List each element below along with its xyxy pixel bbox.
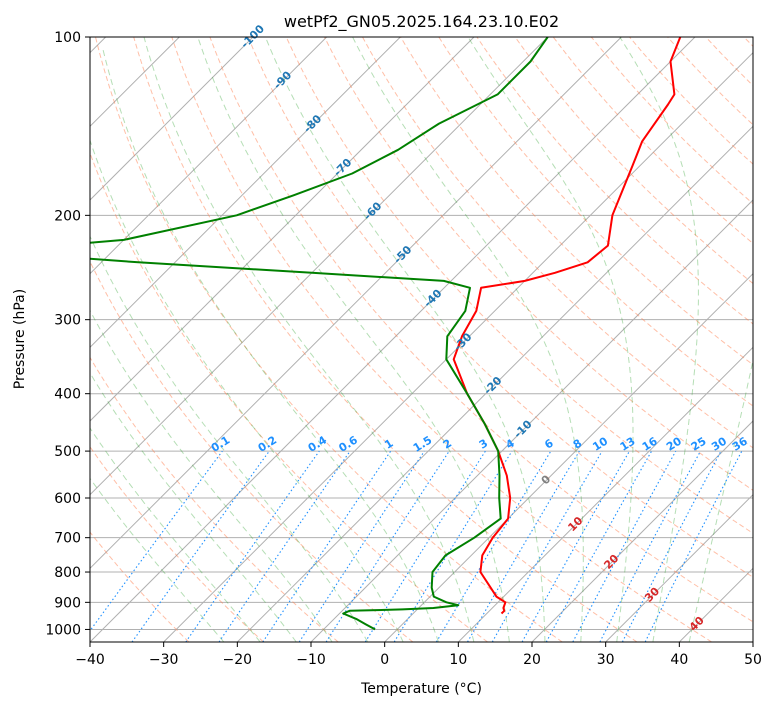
y-tick-label: 800 — [54, 565, 81, 581]
isotherm-line — [90, 37, 549, 496]
dry-adiabat — [133, 37, 638, 642]
y-tick-label: 900 — [54, 595, 81, 611]
plot-frame — [89, 36, 754, 643]
dry-adiabat — [247, 37, 753, 578]
moist-adiabat — [619, 37, 699, 642]
x-tick-label: −10 — [296, 652, 326, 668]
dry-adiabat — [171, 37, 712, 642]
x-tick-label: 10 — [449, 652, 467, 668]
y-tick-label: 600 — [54, 491, 81, 507]
isotherm-line — [90, 37, 622, 570]
x-axis-label: Temperature (°C) — [360, 681, 482, 697]
temperature-trace — [452, 37, 682, 615]
moist-adiabat — [264, 37, 546, 642]
dry-adiabat — [90, 531, 190, 642]
moist-adiabat — [90, 371, 297, 642]
x-tick-label: 0 — [380, 652, 389, 668]
isotherm-line — [605, 493, 753, 642]
mixing-ratio-line — [131, 450, 270, 642]
mixing-ratio-line — [435, 450, 552, 642]
mixing-ratio-line — [545, 450, 653, 642]
y-axis-label: Pressure (hPa) — [12, 289, 28, 389]
sounding-traces — [90, 37, 682, 631]
moist-adiabat — [90, 309, 333, 642]
y-tick-label: 1000 — [45, 622, 81, 638]
y-tick-label: 200 — [54, 208, 81, 224]
isotherm-line — [163, 51, 753, 642]
x-tick-label: −20 — [223, 652, 253, 668]
y-tick-label: 400 — [54, 387, 81, 403]
moist-adiabat — [102, 49, 439, 642]
y-tick-label: 500 — [54, 444, 81, 460]
background-lines — [90, 37, 753, 642]
y-tick-label: 300 — [54, 313, 81, 329]
axis-ticks: −40 −30 −20 −10 0 10 20 30 40 50 1000 900 800 700 600 5… — [45, 30, 762, 668]
isotherm-line — [236, 125, 753, 642]
x-tick-label: −30 — [149, 652, 179, 668]
dry-adiabat — [438, 37, 753, 366]
moist-adiabat — [90, 138, 404, 642]
mixing-ratio-line — [467, 450, 580, 642]
isotherm-line — [384, 272, 753, 642]
dry-adiabat — [400, 37, 753, 407]
isotherm-line — [90, 37, 696, 642]
dry-adiabat — [362, 37, 753, 449]
x-tick-label: 20 — [523, 652, 541, 668]
x-tick-label: 30 — [597, 652, 615, 668]
isotherm-line — [531, 420, 753, 642]
mixing-ratio-line — [491, 450, 603, 642]
y-tick-label: 100 — [54, 30, 81, 46]
dry-adiabat — [476, 37, 753, 325]
dry-adiabat — [95, 37, 563, 642]
chart-title: wetPf2_GN05.2025.164.23.10.E02 — [284, 12, 559, 32]
isotherm-line — [90, 37, 475, 422]
dry-adiabat — [90, 260, 414, 642]
x-tick-label: −40 — [75, 652, 105, 668]
moist-adiabat — [90, 235, 369, 642]
moist-adiabat — [90, 477, 225, 642]
moist-adiabat — [143, 37, 475, 642]
dry-adiabat — [323, 37, 753, 491]
isotherm-line — [457, 346, 753, 642]
dry-adiabat — [552, 37, 753, 245]
dry-adiabat — [90, 356, 339, 642]
mixing-ratio-line — [90, 450, 223, 632]
dry-adiabat — [590, 37, 753, 205]
isotherm-line — [90, 37, 328, 275]
isotherm-line — [90, 37, 254, 201]
mixing-ratio-line — [572, 450, 677, 642]
moist-adiabat — [352, 37, 584, 642]
dry-adiabat — [90, 151, 488, 642]
mixing-ratio-line — [325, 450, 450, 642]
isotherm-line — [90, 37, 401, 349]
y-tick-label: 700 — [54, 531, 81, 547]
dry-adiabat — [285, 37, 753, 534]
moist-adiabat — [688, 357, 753, 642]
x-tick-label: 50 — [744, 652, 762, 668]
mixing-ratio-line — [218, 450, 351, 642]
dewpoint-trace — [90, 37, 549, 631]
dry-adiabat — [209, 37, 753, 623]
mixing-ratio-line — [185, 450, 320, 642]
mixing-ratio-line — [393, 450, 513, 642]
mixing-ratio-line — [521, 450, 630, 642]
x-tick-label: 40 — [670, 652, 688, 668]
moist-adiabat — [90, 427, 261, 642]
